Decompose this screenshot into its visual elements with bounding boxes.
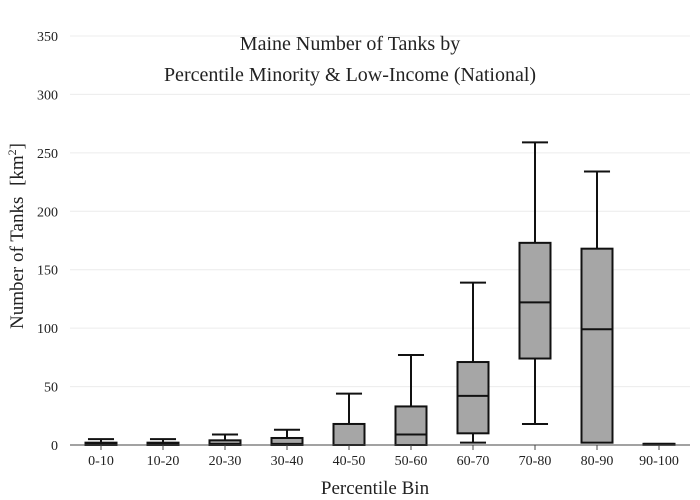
- x-axis-label: Percentile Bin: [321, 478, 430, 499]
- box-40-50: [332, 392, 366, 447]
- x-tick-label: 60-70: [457, 454, 490, 469]
- box-iqr: [456, 361, 490, 435]
- x-tick-label: 80-90: [581, 454, 614, 469]
- box-30-40: [270, 428, 304, 447]
- chart-title-line-1: Maine Number of Tanks by: [240, 33, 460, 55]
- x-tick-label: 0-10: [88, 454, 114, 469]
- y-tick-label: 300: [37, 88, 58, 103]
- y-axis-ticks: 0 50 100 150 200 250 300 350: [37, 30, 58, 454]
- y-tick-label: 100: [37, 322, 58, 337]
- box-iqr: [394, 405, 428, 446]
- y-tick-label: 250: [37, 147, 58, 162]
- y-tick-label: 50: [44, 381, 58, 396]
- box-80-90: [580, 170, 614, 444]
- x-tick-label: 50-60: [395, 454, 428, 469]
- y-tick-label: 200: [37, 205, 58, 220]
- x-tick-label: 30-40: [271, 454, 304, 469]
- box-iqr: [518, 241, 552, 360]
- box-50-60: [394, 354, 428, 446]
- box-20-30: [208, 433, 242, 446]
- y-tick-label: 150: [37, 264, 58, 279]
- box-iqr: [332, 422, 366, 447]
- box-60-70: [456, 281, 490, 444]
- x-tick-label: 20-30: [209, 454, 242, 469]
- chart-title-line-2: Percentile Minority & Low-Income (Nation…: [164, 64, 536, 86]
- box-10-20: [146, 438, 180, 447]
- y-axis-label: Number of Tanks [km2]: [5, 143, 28, 329]
- box-series: [84, 141, 676, 447]
- y-tick-label: 0: [51, 439, 58, 454]
- x-tick-label: 70-80: [519, 454, 552, 469]
- y-axis-label-unit: km: [7, 155, 28, 180]
- x-tick-label: 40-50: [333, 454, 366, 469]
- x-tick-label: 90-100: [639, 454, 679, 469]
- box-70-80: [518, 141, 552, 425]
- gridlines: [70, 35, 690, 388]
- box-iqr: [580, 247, 614, 444]
- y-tick-label: 350: [37, 30, 58, 45]
- box-0-10: [84, 438, 118, 447]
- x-axis-ticks: 0-10 10-20 20-30 30-40 40-50 50-60 60-70 70-80 8…: [88, 445, 679, 469]
- y-axis-label-text: Number of Tanks: [7, 197, 28, 329]
- y-axis-label-unit-sup: 2: [5, 149, 19, 155]
- x-tick-label: 10-20: [147, 454, 180, 469]
